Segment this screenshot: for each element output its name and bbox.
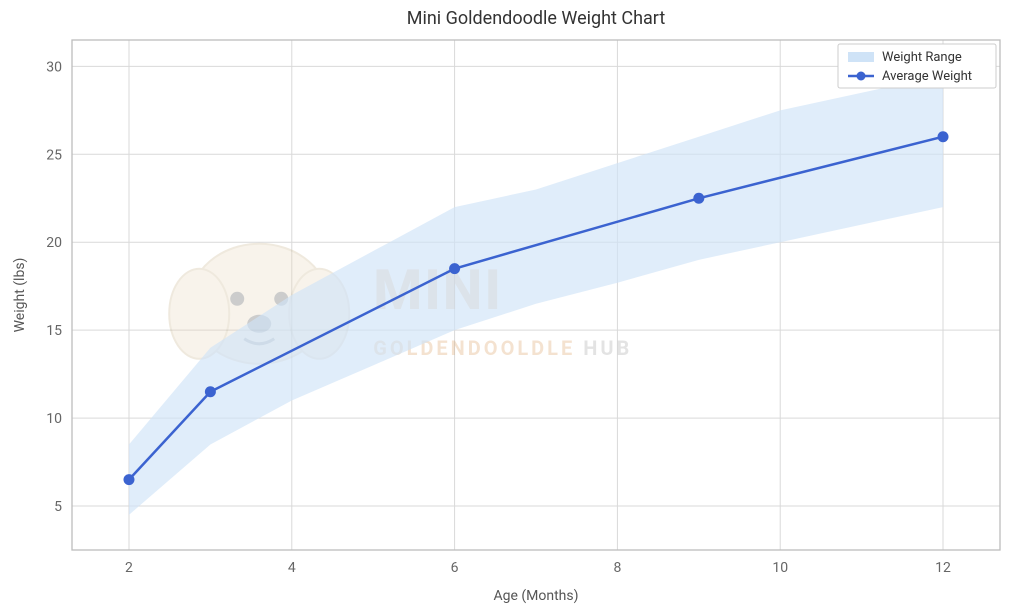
- svg-text:30: 30: [46, 59, 62, 75]
- svg-text:10: 10: [772, 560, 788, 576]
- svg-text:10: 10: [46, 411, 62, 427]
- data-point: [693, 193, 704, 204]
- svg-text:8: 8: [613, 560, 621, 576]
- x-axis-label: Age (Months): [493, 588, 578, 604]
- svg-text:5: 5: [54, 499, 62, 515]
- legend-marker-icon: [857, 72, 866, 81]
- data-point: [449, 263, 460, 274]
- data-point: [205, 386, 216, 397]
- svg-text:20: 20: [46, 235, 62, 251]
- svg-text:15: 15: [46, 323, 62, 339]
- legend-swatch-band: [848, 52, 874, 62]
- chart-title: Mini Goldendoodle Weight Chart: [407, 8, 666, 29]
- data-point: [938, 131, 949, 142]
- svg-text:4: 4: [288, 560, 296, 576]
- svg-text:12: 12: [935, 560, 951, 576]
- chart-svg: MINIGOLDENDOOLDLE HUB2468101251015202530…: [0, 0, 1024, 614]
- svg-text:2: 2: [125, 560, 133, 576]
- legend-label-line: Average Weight: [882, 69, 972, 84]
- legend: Weight Range Average Weight: [838, 44, 996, 88]
- svg-text:25: 25: [46, 147, 62, 163]
- chart-container: MINIGOLDENDOOLDLE HUB2468101251015202530…: [0, 0, 1024, 614]
- svg-text:6: 6: [451, 560, 459, 576]
- legend-label-band: Weight Range: [882, 50, 962, 65]
- y-axis-label: Weight (lbs): [12, 258, 28, 333]
- data-point: [123, 474, 134, 485]
